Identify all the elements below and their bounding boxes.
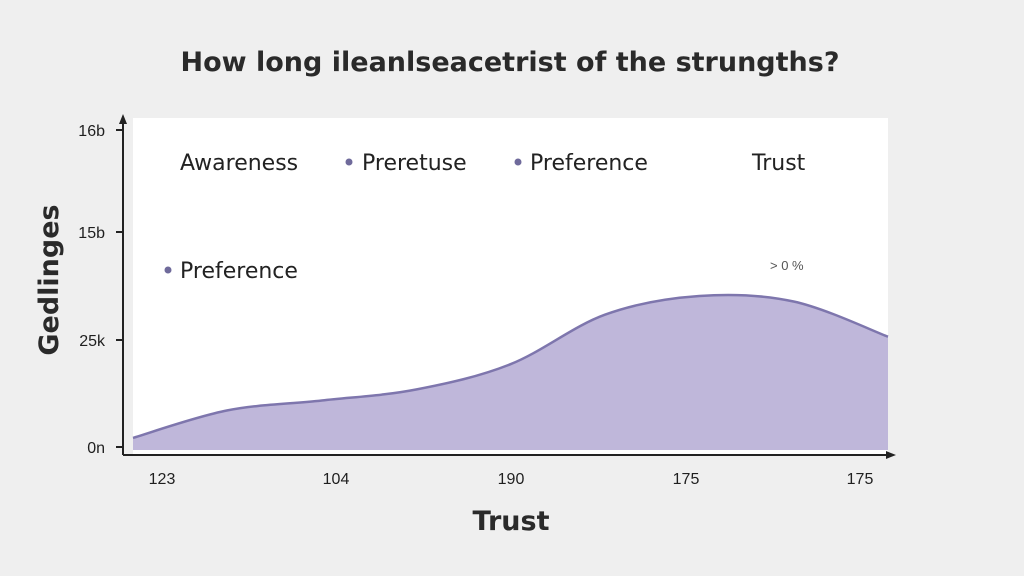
x-tick-label: 104 <box>323 471 350 488</box>
legend-item-awareness: Awareness <box>180 151 298 176</box>
x-tick-label: 123 <box>149 471 176 488</box>
x-tick-label: 175 <box>847 471 874 488</box>
chart-title: How long ileanlseacetrist of the strungt… <box>181 47 840 78</box>
x-axis-arrow <box>886 451 896 459</box>
y-tick-label: 0n <box>87 440 105 457</box>
x-tick-label: 190 <box>498 471 525 488</box>
legend-dot <box>514 158 522 166</box>
legend-item-trust: Trust <box>751 151 806 176</box>
y-tick-label: 15b <box>78 225 105 242</box>
legend-dot <box>164 266 172 274</box>
legend-item-preference: Preference <box>530 151 648 176</box>
y-tick-label: 16b <box>78 123 105 140</box>
legend-item-preference-inline: Preference <box>180 259 298 284</box>
annotation-label: > 0 % <box>770 258 804 273</box>
x-tick-label: 175 <box>673 471 700 488</box>
y-tick-label: 25k <box>79 333 106 350</box>
legend-dot <box>345 158 353 166</box>
x-axis-label: Trust <box>473 506 550 537</box>
y-axis-arrow <box>119 114 127 124</box>
series-line <box>132 293 889 440</box>
y-axis-label: Gedlinges <box>34 204 65 355</box>
series-area <box>133 294 888 450</box>
legend-item-preretuse: Preretuse <box>362 151 467 176</box>
